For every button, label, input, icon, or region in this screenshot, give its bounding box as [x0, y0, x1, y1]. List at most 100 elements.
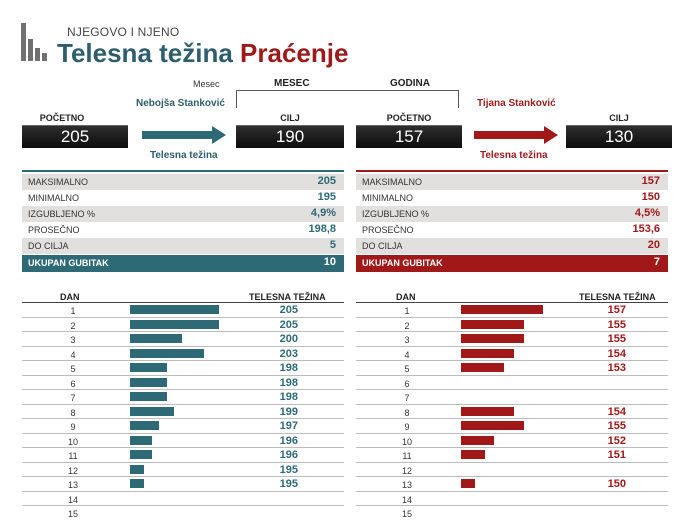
him-summary-value: 198,8 — [308, 223, 336, 235]
him-weight-value[interactable]: 198 — [279, 362, 298, 374]
logo-bars-icon — [21, 23, 47, 61]
him-weight-bar — [130, 319, 219, 329]
her-weight-bar — [461, 450, 485, 459]
her-weight-value[interactable]: 150 — [607, 478, 626, 490]
him-goal-label: CILJ — [280, 113, 300, 123]
him-day-number: 1 — [70, 306, 76, 316]
him-day-number: 5 — [70, 364, 76, 374]
her-start-label: POČETNO — [386, 113, 432, 123]
her-name[interactable]: Tijana Stanković — [477, 98, 556, 109]
him-day-number: 2 — [70, 320, 76, 331]
her-day-number: 6 — [404, 378, 410, 389]
her-weight-bar — [461, 363, 505, 372]
month-selector[interactable]: MESEC — [274, 78, 310, 89]
him-weight-value[interactable]: 195 — [279, 463, 298, 476]
him-day-row: 5 198 — [22, 361, 344, 376]
him-summary-value: 205 — [317, 175, 336, 187]
him-summary-row: IZGUBLJENO % 4,9% — [22, 206, 344, 222]
her-summary-label: DO CILJA — [362, 241, 403, 251]
her-day-row: 10 152 — [356, 434, 668, 448]
him-day-row: 13 195 — [22, 477, 344, 492]
him-summary-label: PROSEČNO — [28, 225, 80, 235]
her-weight-bar — [461, 421, 524, 430]
him-weight-value[interactable]: 197 — [279, 420, 298, 432]
her-day-row: 8 154 — [356, 405, 668, 419]
him-weight-value[interactable]: 205 — [279, 304, 298, 316]
her-summary-value: 4,5% — [634, 207, 660, 219]
her-weight-value[interactable]: 155 — [607, 318, 626, 331]
her-summary-row: PROSEČNO 153,6 — [356, 222, 668, 238]
him-total-value: 10 — [323, 256, 336, 268]
him-weight-bar — [130, 421, 159, 430]
year-selector[interactable]: GODINA — [390, 78, 430, 89]
him-weight-value[interactable]: 205 — [279, 318, 298, 331]
her-day-number: 5 — [404, 364, 410, 374]
her-total-value: 7 — [653, 256, 660, 268]
him-day-row: 10 196 — [22, 434, 344, 448]
her-summary-row: IZGUBLJENO % 4,5% — [356, 206, 668, 222]
her-day-number: 12 — [401, 465, 412, 476]
her-day-number: 10 — [401, 436, 412, 447]
him-summary-value: 195 — [317, 191, 336, 203]
her-weight-value[interactable]: 155 — [607, 420, 626, 432]
him-weight-value[interactable]: 198 — [279, 376, 298, 389]
him-summary-label: MINIMALNO — [28, 193, 80, 203]
him-day-row: 8 199 — [22, 405, 344, 419]
him-summary-row: PROSEČNO 198,8 — [22, 222, 344, 238]
him-day-row: 7 198 — [22, 390, 344, 405]
him-weight-value[interactable]: 198 — [279, 391, 298, 403]
him-weight-bar — [130, 392, 167, 401]
her-weight-value[interactable]: 154 — [607, 347, 626, 360]
him-daily-table-top-rule — [22, 302, 344, 303]
him-goal-value[interactable]: 190 — [236, 125, 344, 148]
her-goal-value[interactable]: 130 — [566, 125, 672, 148]
her-start-value[interactable]: 157 — [356, 125, 462, 148]
him-day-number: 13 — [67, 480, 78, 490]
her-weight-bar — [461, 319, 524, 329]
him-weight-value[interactable]: 196 — [279, 434, 298, 447]
him-weight-header: TELESNA TEŽINA — [249, 292, 326, 302]
her-summary-label: IZGUBLJENO % — [362, 209, 430, 219]
him-summary-table — [22, 170, 344, 172]
her-day-number: 15 — [401, 509, 412, 519]
her-day-row: 4 154 — [356, 347, 668, 361]
her-summary-label: MAKSIMALNO — [362, 177, 423, 187]
date-bracket — [236, 90, 459, 108]
him-day-number: 11 — [68, 451, 78, 461]
him-weight-value[interactable]: 203 — [279, 347, 298, 360]
her-weight-value[interactable]: 154 — [607, 405, 626, 418]
her-day-row: 3 155 — [356, 332, 668, 347]
her-day-number: 14 — [401, 494, 412, 505]
her-weight-value[interactable]: 153 — [607, 362, 626, 374]
him-day-row: 1 205 — [22, 303, 344, 318]
page-title: Telesna težina Praćenje — [57, 38, 348, 69]
him-start-value[interactable]: 205 — [22, 125, 128, 148]
her-day-row: 13 150 — [356, 477, 668, 492]
her-weight-value[interactable]: 152 — [607, 434, 626, 447]
her-summary-row: MINIMALNO 150 — [356, 190, 668, 206]
him-name[interactable]: Nebojša Stanković — [136, 98, 225, 109]
her-day-number: 13 — [401, 480, 412, 490]
her-day-row: 15 — [356, 506, 668, 520]
him-weight-value[interactable]: 200 — [279, 333, 298, 345]
title-part-2: Praćenje — [240, 38, 349, 68]
her-summary-label: PROSEČNO — [362, 225, 414, 235]
her-day-number: 9 — [404, 422, 410, 432]
him-total-row: UKUPAN GUBITAK 10 — [22, 255, 344, 272]
him-weight-value[interactable]: 196 — [279, 449, 298, 461]
him-day-number: 9 — [70, 422, 76, 432]
him-weight-value[interactable]: 195 — [279, 478, 298, 490]
her-summary-table — [356, 170, 668, 172]
her-day-number: 2 — [404, 320, 410, 331]
him-day-row: 11 196 — [22, 448, 344, 463]
her-summary-row: MAKSIMALNO 157 — [356, 174, 668, 190]
her-summary-row: DO CILJA 20 — [356, 238, 668, 254]
supertitle: NJEGOVO I NJENO — [67, 25, 180, 39]
her-total-label: UKUPAN GUBITAK — [362, 258, 443, 268]
her-weight-value[interactable]: 157 — [607, 304, 626, 316]
him-weight-value[interactable]: 199 — [279, 405, 298, 418]
him-day-row: 6 198 — [22, 376, 344, 390]
her-weight-value[interactable]: 151 — [607, 449, 626, 461]
him-day-header: DAN — [60, 292, 80, 302]
her-weight-value[interactable]: 155 — [607, 333, 626, 345]
